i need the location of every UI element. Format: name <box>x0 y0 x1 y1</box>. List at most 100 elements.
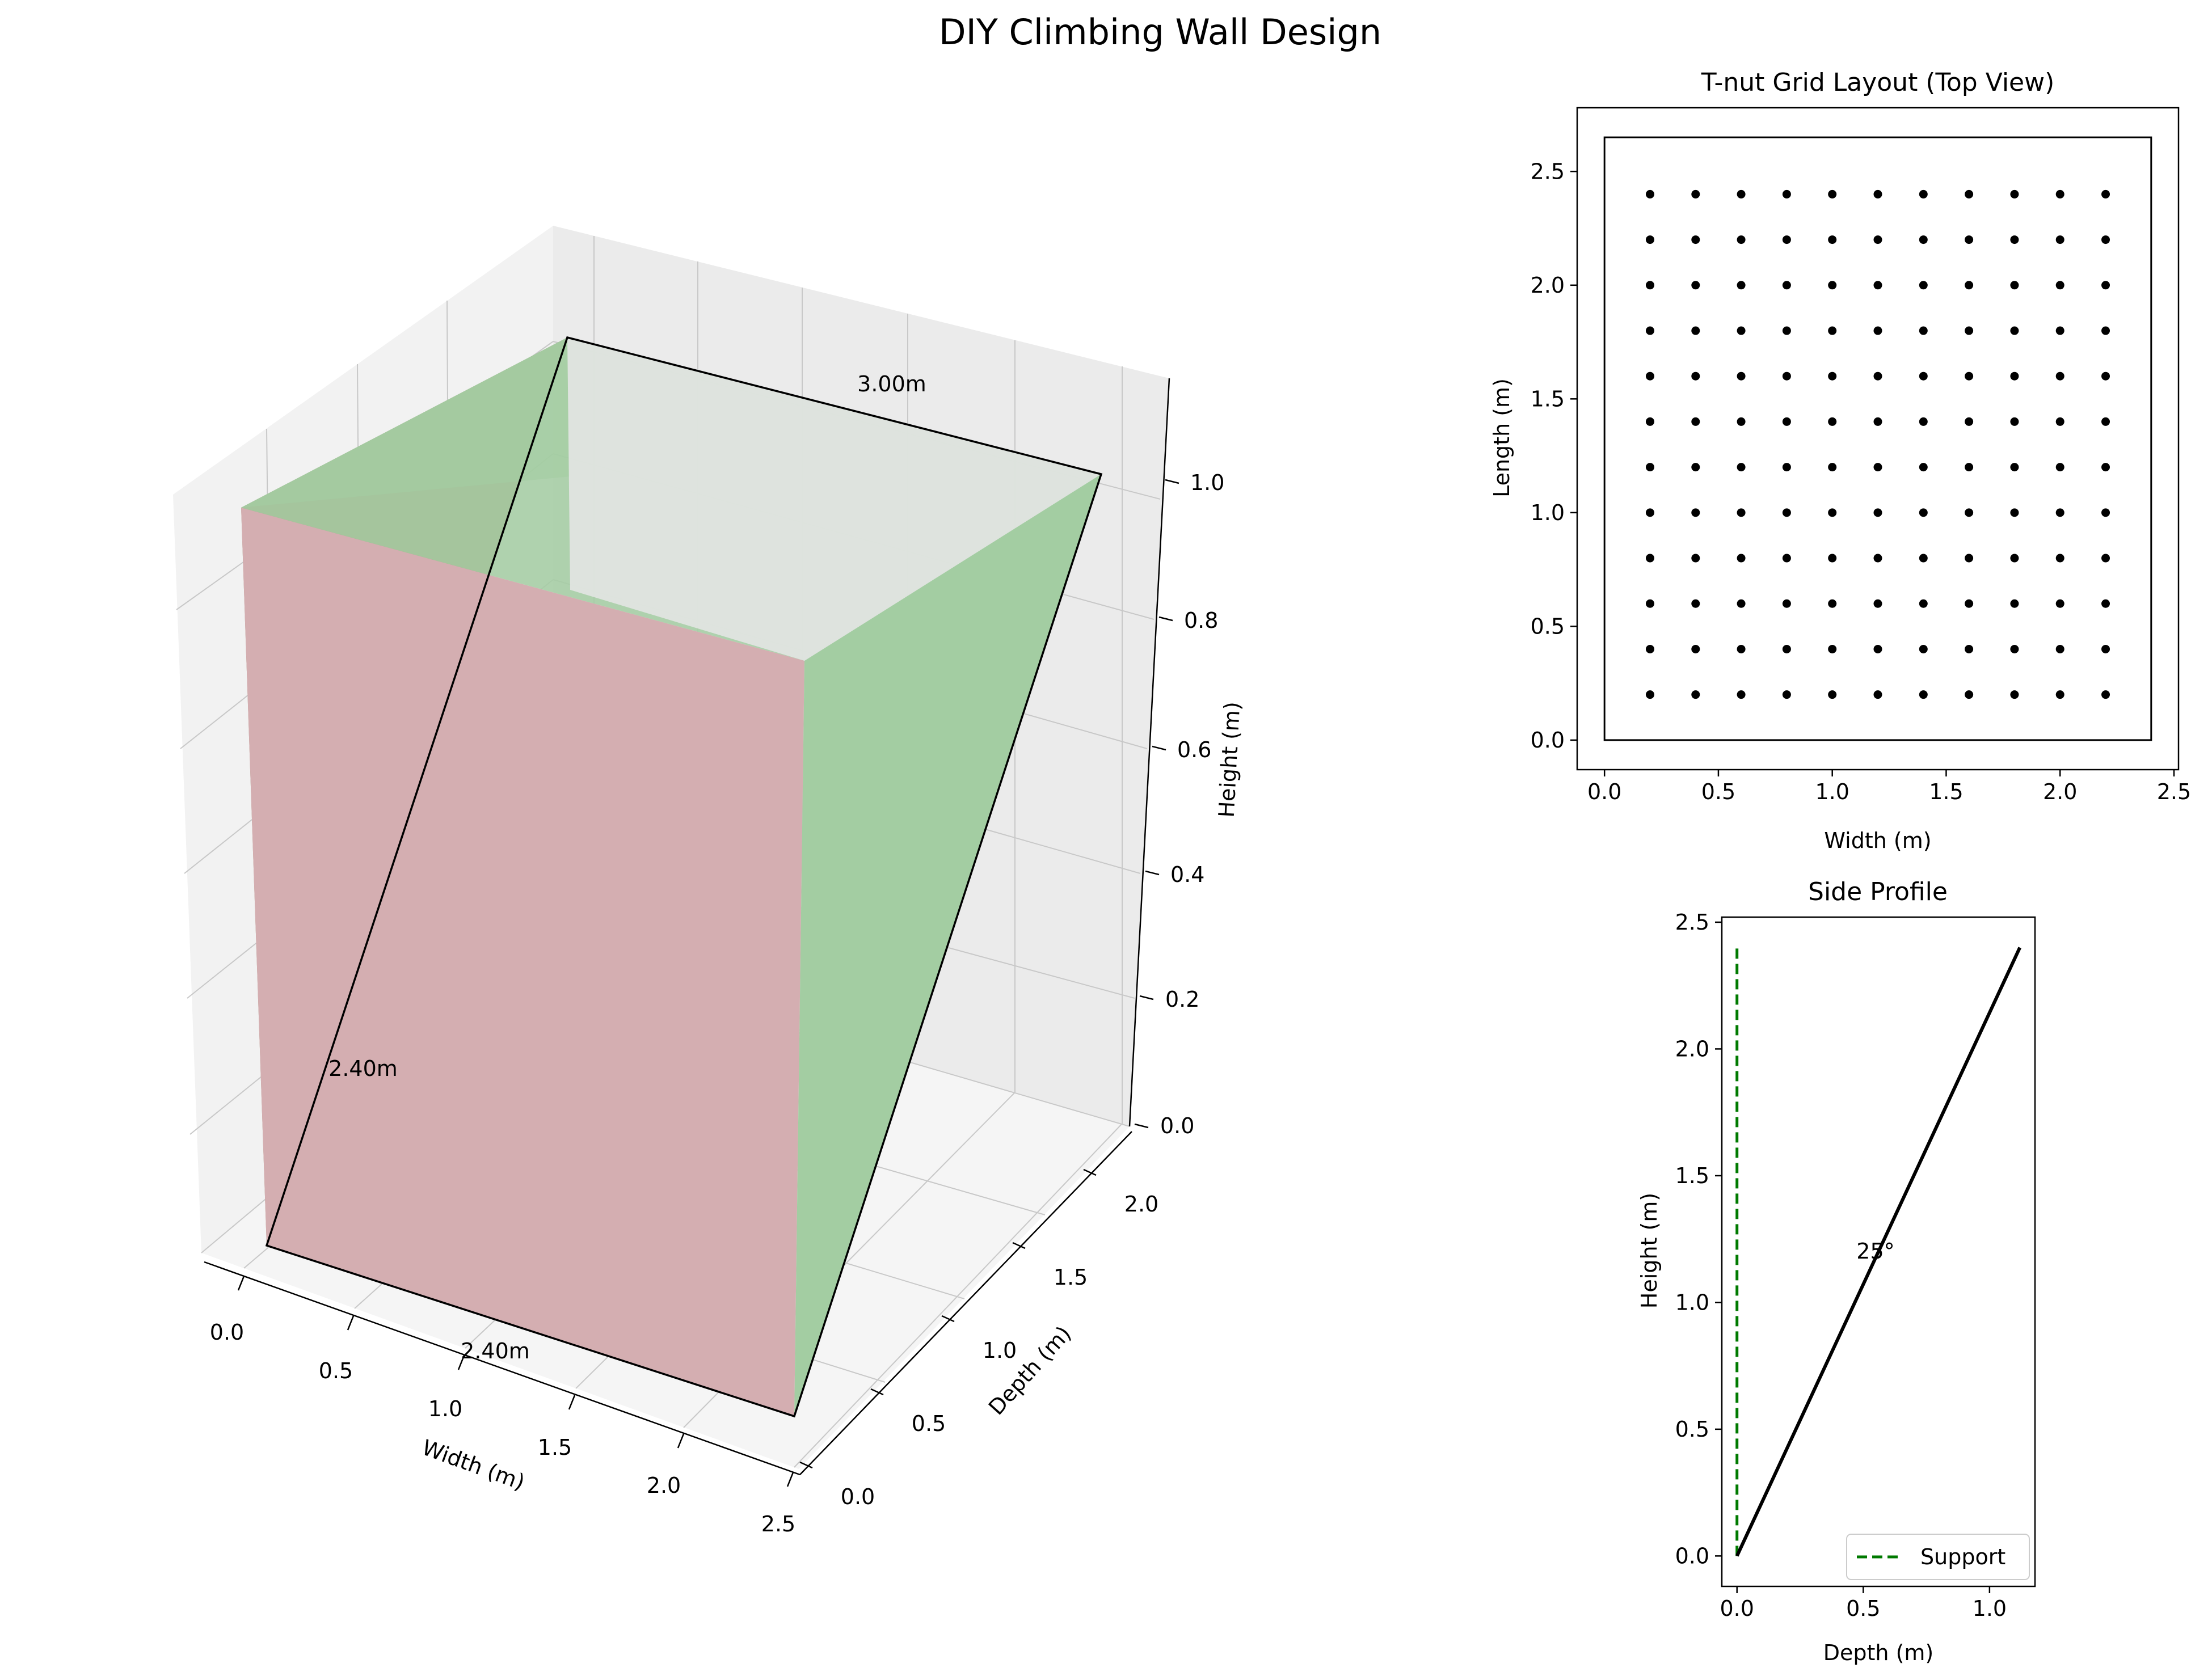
tnut-point <box>2055 690 2064 699</box>
3d-y-tick-2: 1.0 <box>983 1338 1017 1363</box>
side-profile-x-tick-label: 0.5 <box>1846 1596 1880 1621</box>
tnut-point <box>1919 599 1928 608</box>
tnut-point <box>2101 417 2110 426</box>
top-view-title: T-nut Grid Layout (Top View) <box>1701 68 2055 97</box>
tnut-point <box>1691 463 1700 472</box>
side-profile-x-tick-label: 0.0 <box>1720 1596 1754 1621</box>
top-view-y-ticks: 0.0 0.5 1.0 1.5 2.0 2.5 <box>1531 159 1577 753</box>
3d-top-face-left <box>241 337 570 508</box>
tnut-point <box>1828 599 1837 608</box>
tnut-point <box>2010 417 2019 426</box>
tnut-point <box>1828 690 1837 699</box>
3d-annotation-width: 2.40m <box>461 1339 530 1363</box>
tnut-point <box>1782 326 1791 335</box>
top-view-x-tick-label: 2.0 <box>2043 779 2077 804</box>
tnut-point <box>2010 690 2019 699</box>
tnut-point <box>1919 554 1928 563</box>
tnut-point <box>1873 235 1882 244</box>
tnut-point <box>1919 690 1928 699</box>
tnut-point <box>2101 463 2110 472</box>
tnut-point <box>1737 189 1746 199</box>
top-view-y-tick-label: 1.0 <box>1531 500 1565 525</box>
side-profile-panel: Side Profile 25° 0.0 0.5 1.0 0.0 0.5 1.0 1.5 2… <box>1637 877 2036 1665</box>
tnut-point <box>1828 508 1837 517</box>
3d-y-tick-marks <box>799 1168 1097 1469</box>
tnut-point <box>1737 644 1746 653</box>
tnut-point <box>1645 554 1654 563</box>
3d-x-axis <box>204 1261 800 1476</box>
tnut-point <box>1965 281 1974 290</box>
side-profile-legend: Support <box>1846 1534 2030 1580</box>
tnut-point <box>2101 235 2110 244</box>
3d-z-tick-0: 0.0 <box>1160 1113 1194 1138</box>
tnut-point <box>2055 371 2064 381</box>
3d-z-tick-marks <box>1134 479 1179 1129</box>
tnut-point <box>2055 235 2064 244</box>
3d-front-face <box>241 508 804 1416</box>
tnut-point <box>1737 281 1746 290</box>
side-profile-ylabel: Height (m) <box>1637 1193 1662 1308</box>
tnut-point <box>1919 189 1928 199</box>
3d-x-tick-0: 0.0 <box>210 1320 244 1345</box>
3d-z-tick-4: 0.8 <box>1184 608 1218 633</box>
tnut-point <box>1782 508 1791 517</box>
tnut-point <box>2101 326 2110 335</box>
side-profile-angle-label: 25° <box>1856 1239 1894 1264</box>
tnut-point <box>2010 326 2019 335</box>
top-view-y-tick-label: 2.5 <box>1531 159 1565 184</box>
tnut-point <box>1919 371 1928 381</box>
tnut-point <box>2055 508 2064 517</box>
3d-x-tick-3: 1.5 <box>538 1435 572 1460</box>
tnut-point <box>1782 189 1791 199</box>
tnut-point <box>1919 463 1928 472</box>
tnut-point <box>1645 417 1654 426</box>
tnut-point <box>1919 508 1928 517</box>
tnut-point <box>1782 690 1791 699</box>
legend-support-label: Support <box>1920 1544 2005 1569</box>
tnut-point <box>2101 508 2110 517</box>
tnut-point <box>2101 281 2110 290</box>
3d-y-axis <box>799 1131 1132 1475</box>
3d-wall-outline <box>265 336 1103 1418</box>
tnut-point <box>1919 281 1928 290</box>
tnut-point <box>1691 690 1700 699</box>
figure-title: DIY Climbing Wall Design <box>939 11 1381 53</box>
side-profile-title: Side Profile <box>1808 877 1948 906</box>
top-view-xlabel: Width (m) <box>1824 828 1931 853</box>
side-profile-y-tick-label: 2.5 <box>1675 910 1709 935</box>
tnut-point <box>1919 235 1928 244</box>
tnut-point <box>1645 463 1654 472</box>
tnut-point <box>1965 508 1974 517</box>
tnut-point <box>1782 281 1791 290</box>
tnut-point <box>1828 235 1837 244</box>
tnut-point <box>1645 599 1654 608</box>
tnut-point <box>1919 644 1928 653</box>
tnut-point <box>1873 189 1882 199</box>
tnut-point <box>1828 554 1837 563</box>
top-view-y-tick-label: 2.0 <box>1531 273 1565 298</box>
tnut-point <box>1965 554 1974 563</box>
3d-x-tick-marks <box>237 1276 794 1487</box>
3d-z-tick-1: 0.2 <box>1165 987 1199 1012</box>
tnut-point <box>1691 508 1700 517</box>
tnut-point <box>1965 326 1974 335</box>
tnut-point <box>2010 189 2019 199</box>
top-view-x-tick-label: 0.0 <box>1587 779 1621 804</box>
tnut-point <box>2010 235 2019 244</box>
3d-annotation-height: 2.40m <box>328 1056 398 1081</box>
tnut-point <box>1828 371 1837 381</box>
tnut-point <box>1691 189 1700 199</box>
tnut-point <box>1645 281 1654 290</box>
tnut-point <box>1737 599 1746 608</box>
tnut-point <box>2055 189 2064 199</box>
tnut-point <box>1691 644 1700 653</box>
tnut-point <box>2101 690 2110 699</box>
tnut-point <box>2101 554 2110 563</box>
tnut-point <box>1691 371 1700 381</box>
tnut-point <box>2101 371 2110 381</box>
tnut-point <box>1828 189 1837 199</box>
tnut-point <box>1782 463 1791 472</box>
tnut-point <box>1873 326 1882 335</box>
tnut-point <box>2055 281 2064 290</box>
side-profile-x-tick-label: 1.0 <box>1973 1596 2007 1621</box>
